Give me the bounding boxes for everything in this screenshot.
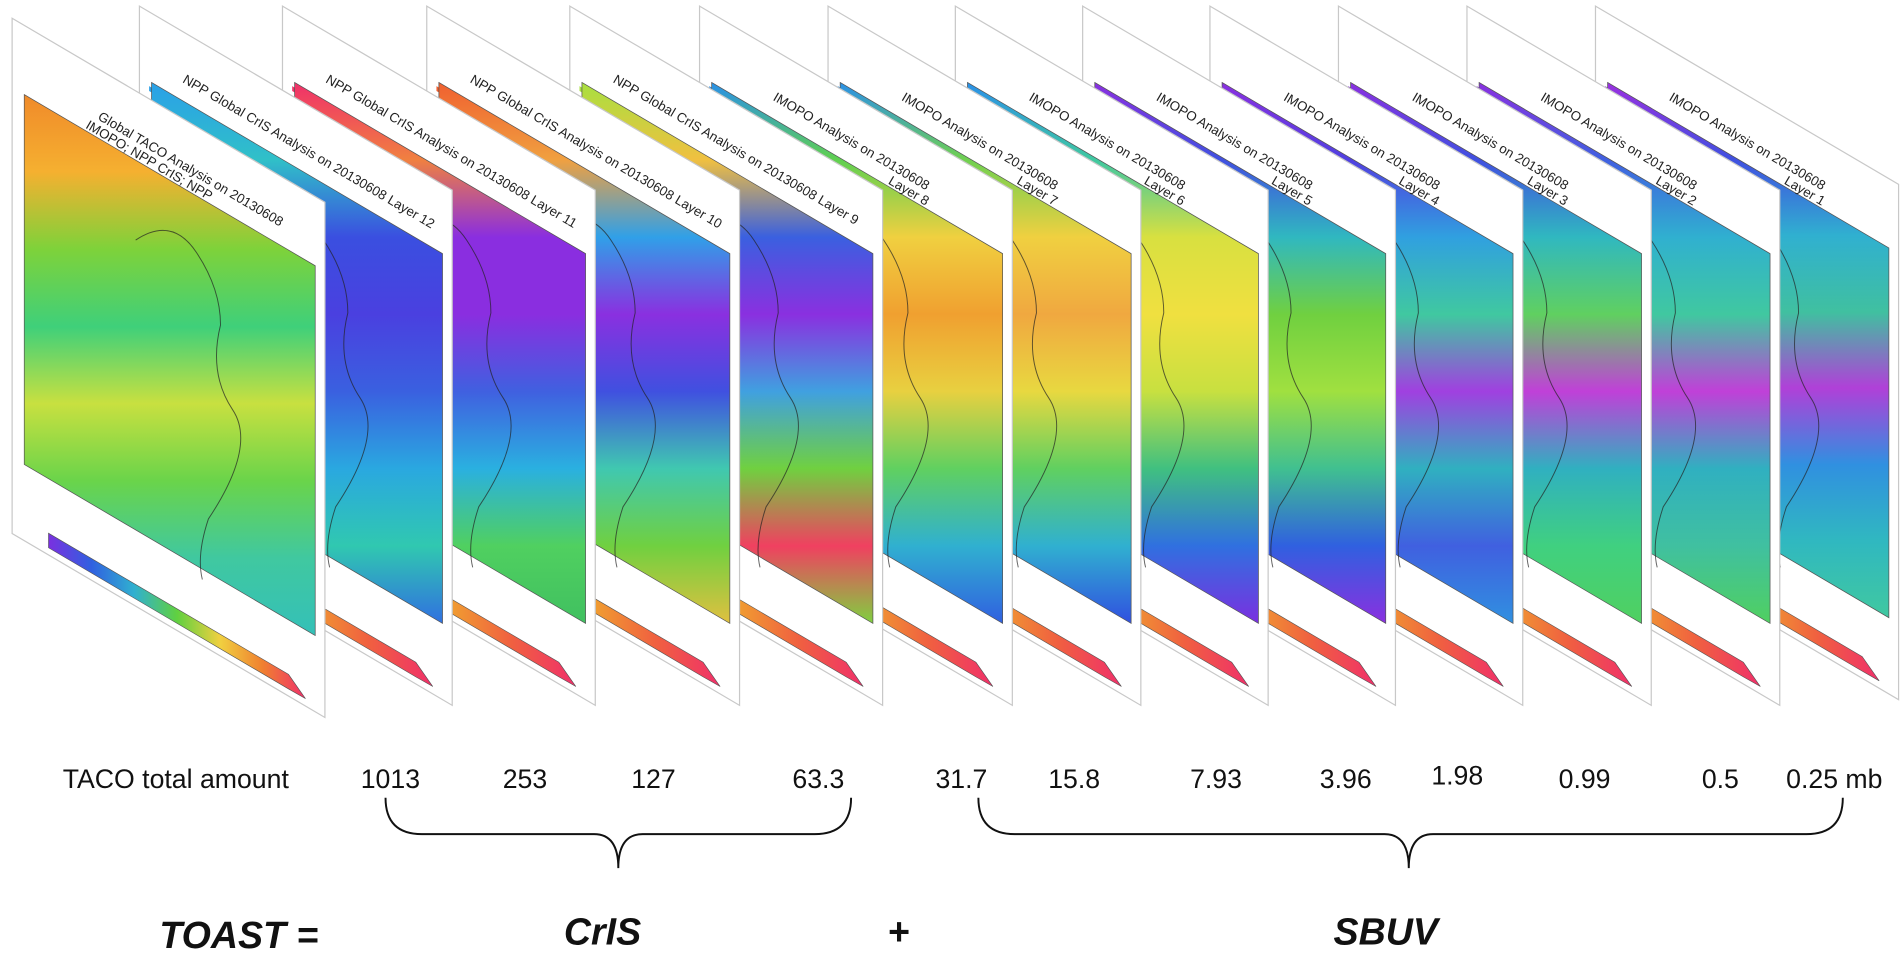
pressure-value: 0.25 mb <box>1786 764 1882 794</box>
coastline <box>135 230 242 580</box>
coastline <box>405 217 512 568</box>
formula-lhs: TOAST = <box>159 914 318 953</box>
pressure-value: 3.96 <box>1320 764 1372 794</box>
pressure-value: 15.8 <box>1048 764 1100 794</box>
pressure-value: 1013 <box>361 764 420 794</box>
coastline <box>693 217 799 568</box>
pressure-value: 31.7 <box>935 764 987 794</box>
pressure-label: TACO total amount <box>63 764 290 794</box>
pressure-value: 253 <box>503 764 547 794</box>
cris-brace <box>384 797 853 869</box>
pressure-value: 127 <box>631 764 675 794</box>
coastline <box>550 217 656 568</box>
pressure-value: 63.3 <box>792 764 844 794</box>
formula-operator: + <box>887 910 909 952</box>
pressure-value: 7.93 <box>1190 764 1242 794</box>
pressure-value: 0.5 <box>1702 764 1739 794</box>
formula-term: SBUV <box>1334 910 1441 952</box>
map-field <box>23 93 316 637</box>
pressure-value: 1.98 <box>1431 760 1483 790</box>
pressure-value: 0.99 <box>1559 764 1611 794</box>
sbuv-brace <box>977 797 1844 869</box>
colorbar <box>48 532 306 699</box>
formula-term: CrIS <box>564 910 641 952</box>
